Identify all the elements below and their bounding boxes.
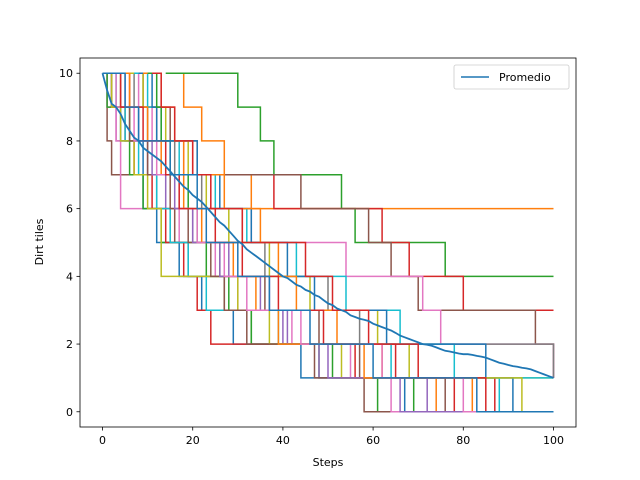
y-tick-label: 0 bbox=[66, 406, 73, 419]
x-axis-label: Steps bbox=[313, 456, 344, 469]
y-tick-label: 8 bbox=[66, 135, 73, 148]
x-axis: 0 20 40 60 80 100 bbox=[99, 427, 564, 447]
legend-label-promedio: Promedio bbox=[499, 71, 551, 84]
legend: Promedio bbox=[453, 64, 570, 90]
run-line-20 bbox=[102, 72, 554, 413]
run-lines bbox=[102, 72, 555, 413]
plot-frame bbox=[79, 57, 577, 428]
y-axis-label: Dirt tiles bbox=[33, 218, 46, 265]
legend-box bbox=[453, 64, 570, 90]
y-tick-label: 10 bbox=[59, 67, 73, 80]
run-line-12 bbox=[152, 72, 554, 413]
y-axis: 0 2 4 6 8 10 bbox=[59, 67, 80, 419]
run-line-26 bbox=[102, 72, 554, 413]
y-tick-label: 2 bbox=[66, 338, 73, 351]
x-tick-label: 80 bbox=[456, 434, 470, 447]
y-tick-label: 4 bbox=[66, 270, 73, 283]
average-line bbox=[101, 72, 554, 379]
x-tick-label: 100 bbox=[543, 434, 564, 447]
x-tick-label: 20 bbox=[186, 434, 200, 447]
x-tick-label: 40 bbox=[276, 434, 290, 447]
average-line-layer bbox=[101, 72, 554, 379]
x-tick-label: 60 bbox=[366, 434, 380, 447]
run-line-2 bbox=[165, 72, 554, 278]
y-tick-label: 6 bbox=[66, 203, 73, 216]
run-line-7 bbox=[129, 72, 554, 379]
x-tick-label: 0 bbox=[99, 434, 106, 447]
